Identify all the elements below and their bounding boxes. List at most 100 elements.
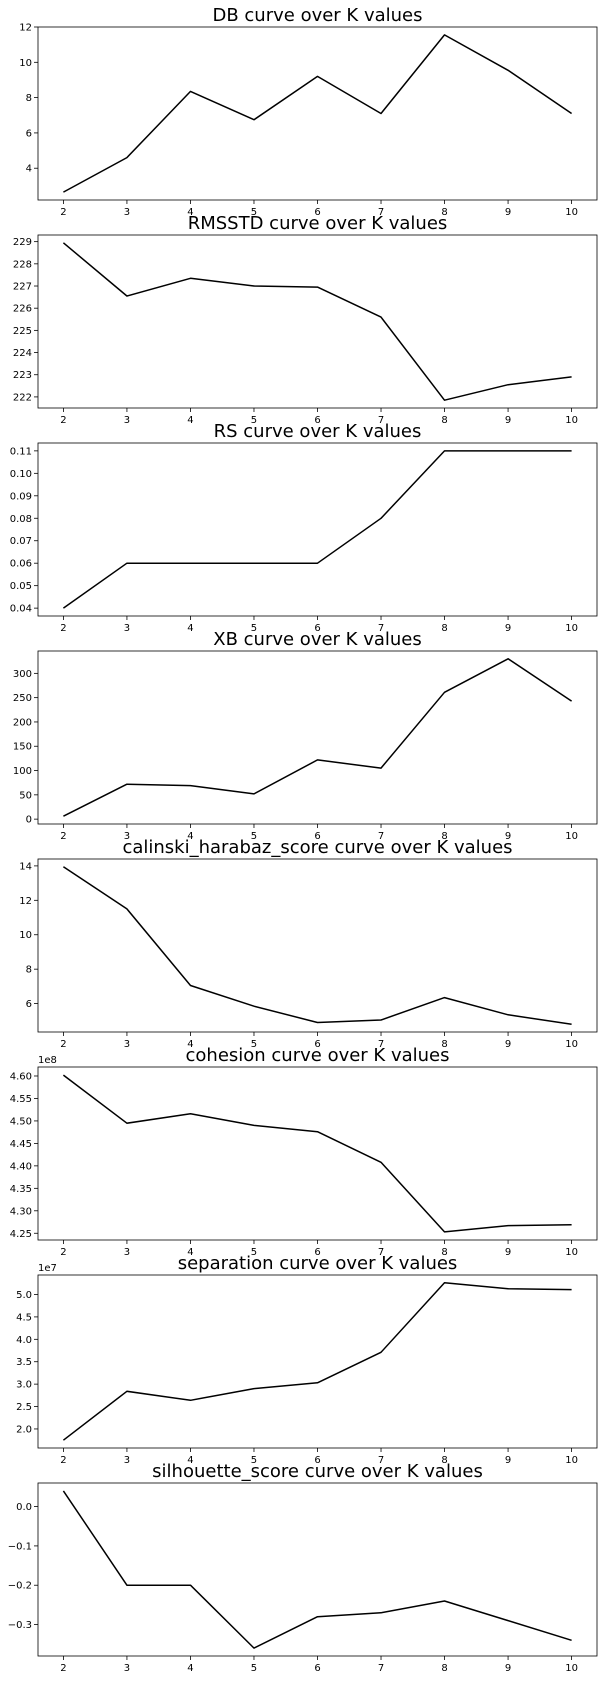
plot-frame xyxy=(38,443,597,616)
x-tick-label: 3 xyxy=(124,207,130,218)
axis-offset-label: 1e7 xyxy=(38,1263,57,1274)
chart-panel-5: calinski_harabaz_score curve over K valu… xyxy=(19,837,597,1050)
y-tick-label: 0.09 xyxy=(10,491,32,502)
plot-frame xyxy=(38,27,597,200)
y-tick-label: 4.50 xyxy=(10,1116,32,1127)
y-tick-label: 0.06 xyxy=(10,559,32,570)
y-tick-label: 2.0 xyxy=(16,1424,32,1435)
series-line xyxy=(63,659,571,816)
x-tick-label: 2 xyxy=(60,415,66,426)
y-tick-label: 0.10 xyxy=(10,469,32,480)
y-tick-label: 0.04 xyxy=(10,604,32,615)
chart-title: XB curve over K values xyxy=(213,629,422,650)
x-tick-label: 3 xyxy=(124,1039,130,1050)
series-line xyxy=(63,1075,571,1232)
y-tick-label: 3.0 xyxy=(16,1380,32,1391)
x-tick-label: 9 xyxy=(505,1039,511,1050)
x-tick-label: 2 xyxy=(60,1663,66,1674)
x-tick-label: 2 xyxy=(60,1455,66,1466)
x-tick-label: 8 xyxy=(441,415,447,426)
y-tick-label: 8 xyxy=(26,965,32,976)
y-tick-label: 10 xyxy=(19,58,32,69)
y-tick-label: 10 xyxy=(19,930,32,941)
x-tick-label: 2 xyxy=(60,831,66,842)
y-tick-label: 3.5 xyxy=(16,1357,32,1368)
plot-frame xyxy=(38,651,597,824)
y-tick-label: 14 xyxy=(19,861,32,872)
y-tick-label: 4.30 xyxy=(10,1206,32,1217)
y-tick-label: 8 xyxy=(26,93,32,104)
y-tick-label: 12 xyxy=(19,23,32,34)
chart-title: silhouette_score curve over K values xyxy=(152,1461,483,1482)
y-tick-label: 0 xyxy=(26,815,32,826)
y-tick-label: 4.25 xyxy=(10,1229,32,1240)
plot-frame xyxy=(38,1067,597,1240)
x-tick-label: 9 xyxy=(505,1455,511,1466)
x-tick-label: 2 xyxy=(60,623,66,634)
y-tick-label: 200 xyxy=(13,717,32,728)
plot-frame xyxy=(38,1275,597,1448)
x-tick-label: 8 xyxy=(441,1663,447,1674)
x-tick-label: 10 xyxy=(565,831,578,842)
series-line xyxy=(63,35,571,192)
y-tick-label: 226 xyxy=(13,304,32,315)
plot-frame xyxy=(38,859,597,1032)
x-tick-label: 10 xyxy=(565,1663,578,1674)
x-tick-label: 10 xyxy=(565,1455,578,1466)
y-tick-label: −0.2 xyxy=(8,1581,32,1592)
x-tick-label: 3 xyxy=(124,415,130,426)
x-tick-label: 3 xyxy=(124,623,130,634)
x-tick-label: 10 xyxy=(565,1247,578,1258)
x-tick-label: 9 xyxy=(505,623,511,634)
x-tick-label: 9 xyxy=(505,1247,511,1258)
y-tick-label: 0.0 xyxy=(16,1502,32,1513)
y-tick-label: 50 xyxy=(19,790,32,801)
y-tick-label: 4.0 xyxy=(16,1335,32,1346)
y-tick-label: 250 xyxy=(13,693,32,704)
chart-title: calinski_harabaz_score curve over K valu… xyxy=(122,837,512,858)
y-tick-label: 6 xyxy=(26,128,32,139)
x-tick-label: 3 xyxy=(124,1247,130,1258)
y-tick-label: 4.35 xyxy=(10,1184,32,1195)
x-tick-label: 10 xyxy=(565,415,578,426)
plot-frame xyxy=(38,235,597,408)
chart-title: DB curve over K values xyxy=(212,5,422,26)
series-line xyxy=(63,1491,571,1648)
y-tick-label: 300 xyxy=(13,669,32,680)
y-tick-label: 5.0 xyxy=(16,1290,32,1301)
y-tick-label: 227 xyxy=(13,282,32,293)
x-tick-label: 3 xyxy=(124,1663,130,1674)
y-tick-label: 222 xyxy=(13,392,32,403)
y-tick-label: 100 xyxy=(13,766,32,777)
y-tick-label: 0.05 xyxy=(10,581,32,592)
x-tick-label: 6 xyxy=(314,1663,320,1674)
series-line xyxy=(63,867,571,1025)
x-tick-label: 10 xyxy=(565,1039,578,1050)
y-tick-label: 0.11 xyxy=(10,446,32,457)
y-tick-label: 150 xyxy=(13,742,32,753)
x-tick-label: 8 xyxy=(441,623,447,634)
y-tick-label: 0.07 xyxy=(10,536,32,547)
x-tick-label: 10 xyxy=(565,207,578,218)
x-tick-label: 2 xyxy=(60,207,66,218)
x-tick-label: 7 xyxy=(378,1663,384,1674)
chart-title: RS curve over K values xyxy=(214,421,422,442)
y-tick-label: −0.3 xyxy=(8,1620,32,1631)
chart-panel-8: silhouette_score curve over K values 2 3 4 5… xyxy=(8,1461,597,1674)
y-tick-label: 4.40 xyxy=(10,1161,32,1172)
x-tick-label: 4 xyxy=(187,415,193,426)
x-tick-label: 5 xyxy=(251,1663,257,1674)
chart-title: RMSSTD curve over K values xyxy=(188,213,448,234)
x-tick-label: 4 xyxy=(187,1663,193,1674)
y-tick-label: 6 xyxy=(26,999,32,1010)
series-line xyxy=(63,1283,571,1440)
x-tick-label: 3 xyxy=(124,1455,130,1466)
chart-title: cohesion curve over K values xyxy=(186,1045,450,1066)
